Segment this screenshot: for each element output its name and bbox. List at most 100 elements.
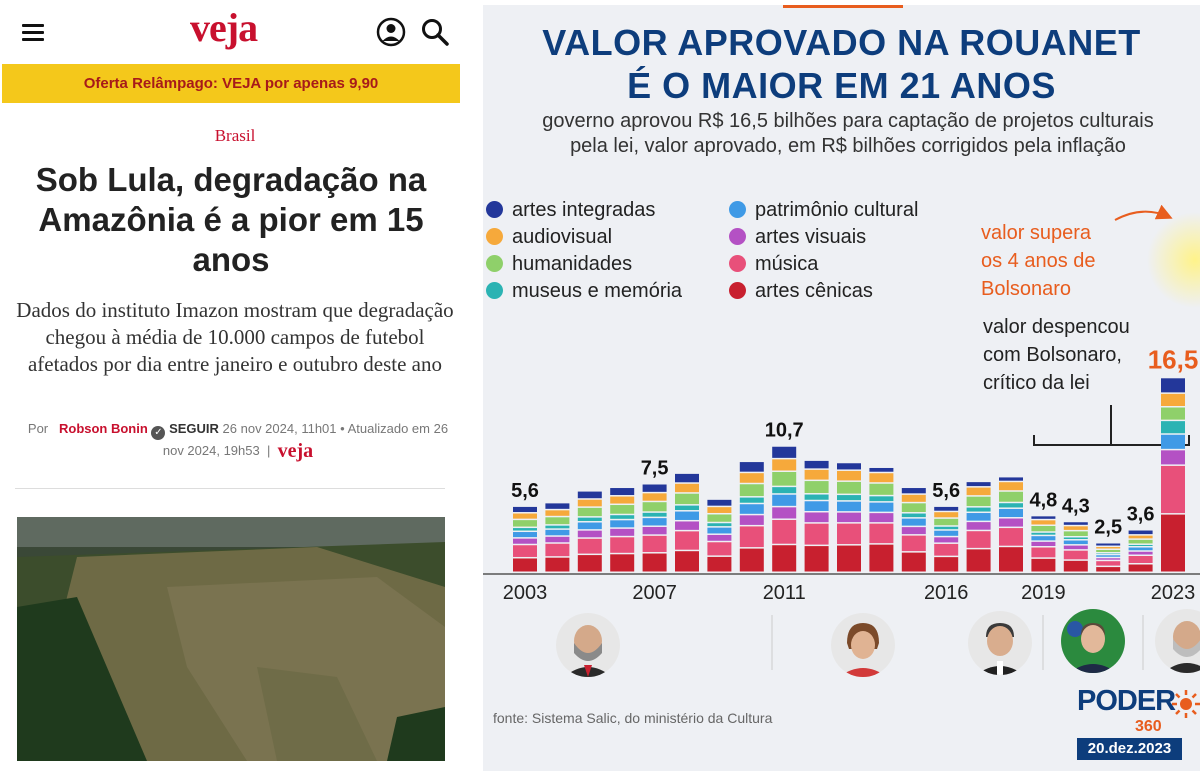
- bar-segment: [999, 508, 1023, 518]
- bar-segment: [1031, 532, 1056, 535]
- bar-segment: [1161, 514, 1185, 572]
- bar-segment: [1063, 560, 1088, 572]
- bar-segment: [1128, 544, 1153, 547]
- site-header: veja: [0, 0, 470, 64]
- bar-segment: [999, 547, 1023, 572]
- user-account-icon[interactable]: [376, 17, 406, 47]
- bar-segment: [1063, 522, 1088, 525]
- bar-segment: [1031, 547, 1056, 558]
- x-tick-label: 2003: [503, 582, 548, 604]
- bar-segment: [999, 503, 1023, 508]
- bar-segment: [1161, 465, 1185, 514]
- bar-segment: [610, 488, 635, 496]
- bar-segment: [772, 494, 797, 506]
- bar-segment: [869, 496, 894, 502]
- bar-stack-2021: [1096, 543, 1121, 572]
- bar-segment: [642, 493, 667, 501]
- promo-banner[interactable]: Oferta Relâmpago: VEJA por apenas 9,90: [2, 64, 460, 103]
- search-icon[interactable]: [420, 17, 450, 47]
- brand-logo-number: 360: [1135, 718, 1162, 735]
- bar-segment: [739, 497, 764, 503]
- bar-segment: [934, 530, 959, 536]
- bar-segment: [1063, 537, 1088, 540]
- follow-button[interactable]: SEGUIR: [169, 421, 219, 436]
- bar-segment: [513, 513, 537, 519]
- bar-segment: [934, 512, 959, 518]
- bar-segment: [966, 507, 991, 512]
- accent-line: [783, 5, 903, 8]
- bar-segment: [837, 463, 861, 470]
- annotation-line: valor despencou: [983, 316, 1130, 338]
- bar-segment: [999, 482, 1023, 491]
- bar-segment: [513, 558, 537, 572]
- byline: Por Robson Bonin ✓ SEGUIR 26 nov 2024, 1…: [18, 418, 458, 462]
- bar-stack-2023: [1161, 378, 1185, 572]
- bar-segment: [999, 518, 1023, 527]
- bar-segment: [804, 481, 829, 494]
- bar-segment: [610, 528, 635, 536]
- bar-segment: [999, 491, 1023, 502]
- bar-segment: [901, 527, 926, 535]
- portrait-dilma: [831, 613, 895, 677]
- annotation-bolsonaro-comparison: valor supera os 4 anos de Bolsonaro: [981, 219, 1096, 303]
- legend-label: música: [755, 253, 819, 275]
- menu-icon[interactable]: [22, 24, 44, 42]
- x-tick-label: 2011: [763, 582, 806, 604]
- bar-segment: [1096, 553, 1121, 555]
- bar-segment: [642, 535, 667, 553]
- bar-segment: [901, 503, 926, 513]
- bar-segment: [610, 496, 635, 504]
- bar-segment: [1161, 407, 1185, 420]
- x-tick-label: 2019: [1021, 582, 1066, 604]
- bar-segment: [934, 506, 959, 511]
- bar-segment: [577, 499, 602, 507]
- stacked-bar-chart: 5,6 7,5 10,7 5,6 4,8 4,32,53,6 16,5 2003 2007 20…: [483, 204, 1200, 670]
- legend-item: patrimônio cultural: [729, 199, 918, 222]
- bar-stack-2010: [739, 462, 764, 572]
- bar-stack-2008: [675, 473, 699, 572]
- bar-segment: [1031, 558, 1056, 572]
- data-label: 5,6: [932, 480, 960, 502]
- portrait-bolsonaro: [1061, 609, 1125, 673]
- amazon-aerial-photo: [17, 517, 445, 761]
- bar-segment: [577, 507, 602, 517]
- chart-subtitle: governo aprovou R$ 16,5 bilhões para cap…: [498, 109, 1198, 159]
- bar-segment: [739, 526, 764, 548]
- bar-segment: [901, 513, 926, 518]
- portrait-lula: [556, 613, 620, 677]
- bar-segment: [966, 531, 991, 548]
- section-label[interactable]: Brasil: [214, 126, 256, 145]
- legend-item: museus e memória: [486, 280, 682, 303]
- bar-segment: [1128, 547, 1153, 551]
- bar-segment: [1031, 541, 1056, 547]
- bar-segment: [804, 523, 829, 545]
- bar-segment: [1161, 450, 1185, 465]
- bar-segment: [513, 528, 537, 531]
- bar-segment: [545, 510, 570, 516]
- bar-segment: [869, 483, 894, 495]
- bar-segment: [804, 546, 829, 572]
- bar-segment: [610, 505, 635, 514]
- bar-segment: [610, 554, 635, 572]
- bar-segment: [966, 522, 991, 530]
- author-link[interactable]: Robson Bonin: [58, 421, 148, 436]
- bar-segment: [513, 538, 537, 544]
- bar-segment: [1096, 555, 1121, 557]
- bar-segment: [707, 534, 732, 541]
- bar-segment: [707, 527, 732, 534]
- bar-stack-2011: [772, 446, 797, 572]
- legend-label: museus e memória: [512, 280, 683, 302]
- bar-segment: [966, 513, 991, 521]
- bar-segment: [1161, 393, 1185, 407]
- bar-segment: [837, 481, 861, 494]
- bar-stack-2022: [1128, 530, 1153, 572]
- bar-segment: [545, 543, 570, 557]
- bar-segment: [675, 521, 699, 530]
- bar-stack-2018: [999, 477, 1023, 572]
- site-logo[interactable]: veja: [190, 5, 258, 50]
- bar-segment: [901, 518, 926, 526]
- bar-segment: [804, 460, 829, 469]
- bar-stack-2006: [610, 488, 635, 572]
- bar-segment: [934, 526, 959, 530]
- legend-item: artes visuais: [729, 226, 866, 249]
